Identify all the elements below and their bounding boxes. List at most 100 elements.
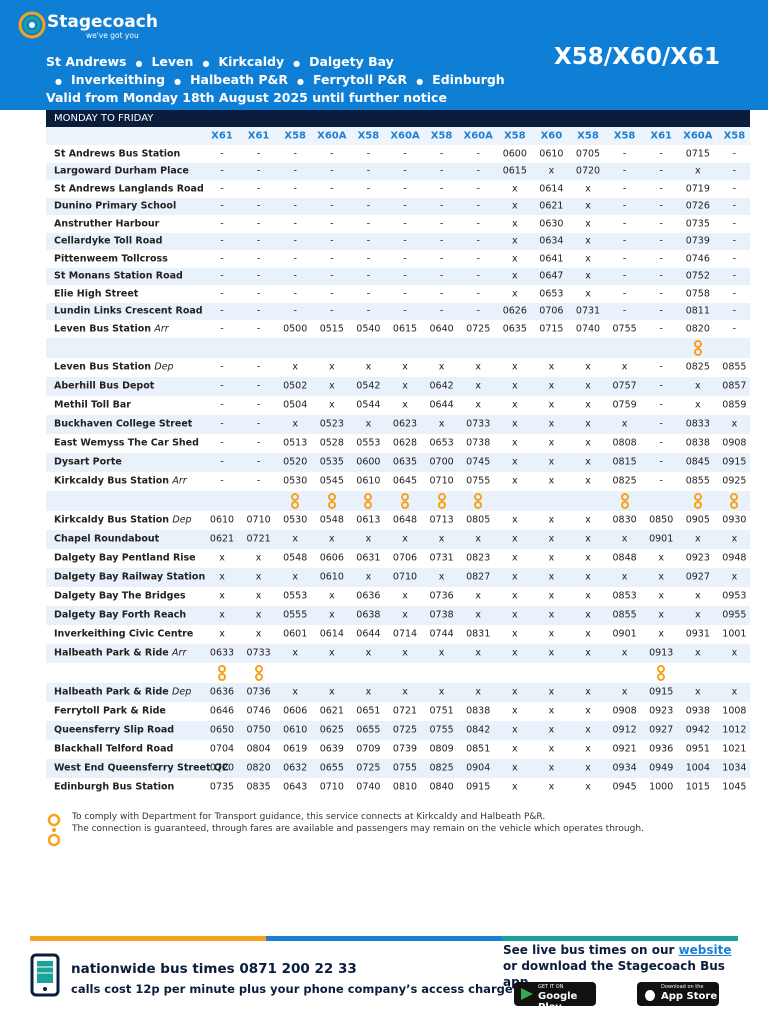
departure-time: x: [511, 218, 518, 230]
departure-time: -: [256, 361, 261, 373]
departure-time: -: [366, 165, 371, 177]
departure-time: -: [403, 165, 407, 177]
stop-name: Queensferry Slip Road: [54, 725, 174, 736]
departure-time: -: [293, 218, 297, 230]
departure-time: 0827: [466, 571, 491, 583]
departure-time: x: [511, 590, 518, 602]
timetable-row: Elie High Street - - - - - - - - x 0653 x - - 0758 -: [46, 285, 750, 303]
departure-time: 0736: [246, 686, 271, 698]
text: See live bus times on our: [503, 943, 679, 957]
app-store-badge[interactable]: Download on the App Store: [637, 982, 719, 1006]
departure-time: -: [366, 235, 371, 247]
departure-time: x: [511, 628, 518, 640]
stop-name: Halbeath Park & Ride Arr: [54, 648, 186, 659]
departure-time: x: [402, 361, 408, 373]
departure-time: 0949: [649, 762, 674, 774]
departure-time: -: [659, 288, 663, 300]
departure-time: -: [732, 288, 737, 300]
departure-time: 0921: [612, 743, 637, 755]
stop-list: ● Inverkeithing ● Halbeath P&R ● Ferrytoll P&…: [46, 72, 505, 87]
departure-time: -: [659, 418, 663, 430]
departure-time: 0808: [612, 437, 637, 449]
service-number: X60: [540, 130, 563, 142]
departure-time: x: [731, 647, 738, 659]
timetable-row: St Andrews Bus Station - - - - - - - - 0600 0610 07…: [46, 145, 750, 163]
departure-time: -: [622, 270, 627, 282]
departure-time: 0710: [429, 475, 454, 487]
departure-time: 0630: [539, 218, 564, 230]
departure-time: -: [220, 456, 224, 468]
departure-time: 0733: [466, 418, 491, 430]
departure-time: x: [548, 456, 555, 468]
departure-time: 0738: [466, 437, 491, 449]
departure-time: x: [475, 361, 481, 373]
departure-time: 0500: [283, 323, 308, 335]
website-link[interactable]: website: [678, 943, 732, 957]
departure-time: 0927: [685, 571, 710, 583]
departure-time: 0647: [539, 270, 564, 282]
departure-time: 0735: [685, 218, 710, 230]
google-play-badge[interactable]: GET IT ON Google Play: [514, 982, 596, 1013]
departure-time: -: [476, 183, 480, 195]
departure-time: x: [402, 533, 408, 545]
stop-name: Dysart Porte: [54, 457, 122, 468]
departure-time: x: [621, 418, 628, 430]
departure-time: x: [292, 418, 298, 430]
departure-time: 0738: [429, 609, 454, 621]
stop-label: East Wemyss The Car Shed: [54, 437, 199, 449]
departure-time: x: [658, 628, 664, 640]
departure-time: x: [585, 533, 591, 545]
departure-time: x: [658, 571, 664, 583]
departure-time: -: [366, 270, 371, 282]
timetable-row: Kirkcaldy Bus Station Arr - - 0530 0545 0610 0…: [46, 471, 750, 491]
stop-name: East Wemyss The Car Shed: [54, 438, 199, 449]
departure-time: 0639: [319, 743, 344, 755]
departure-time: -: [476, 288, 480, 300]
departure-time: x: [585, 418, 591, 430]
footnote: The connection is guaranteed, through fa…: [72, 824, 644, 834]
departure-time: x: [585, 456, 591, 468]
timetable-row: East Wemyss The Car Shed - - 0513 0528 0553 06…: [46, 433, 750, 453]
timetable-row: Edinburgh Bus Station 0735 0835 0643 0710 074…: [46, 777, 750, 797]
departure-time: -: [293, 288, 297, 300]
connection-icon: [607, 492, 643, 509]
departure-time: 0653: [429, 437, 454, 449]
departure-time: 0540: [356, 323, 381, 335]
departure-time: x: [255, 590, 262, 602]
stop-name: Methil Toll Bar: [54, 400, 131, 411]
departure-time: -: [293, 183, 297, 195]
departure-time: -: [330, 200, 334, 212]
departure-time: 0953: [722, 590, 747, 602]
departure-time: 0859: [722, 399, 747, 411]
stop-label: Anstruther Harbour: [54, 218, 160, 230]
departure-time: x: [438, 647, 445, 659]
departure-time: -: [366, 148, 371, 160]
departure-time: 0942: [685, 724, 710, 736]
departure-time: 0710: [319, 781, 344, 793]
departure-time: -: [256, 456, 261, 468]
service-number: X61: [247, 130, 270, 142]
departure-time: -: [256, 183, 261, 195]
departure-time: x: [402, 647, 408, 659]
departure-time: 0823: [466, 552, 491, 564]
departure-time: 0750: [246, 724, 271, 736]
departure-time: -: [659, 361, 663, 373]
stop-name: Dalgety Bay The Bridges: [54, 591, 186, 602]
departure-time: 0746: [246, 705, 271, 717]
departure-time: 0653: [539, 288, 564, 300]
departure-time: -: [659, 165, 663, 177]
departure-time: 0751: [429, 705, 454, 717]
departure-time: 0626: [502, 305, 527, 317]
departure-time: x: [328, 533, 335, 545]
departure-time: 0615: [502, 165, 527, 177]
departure-time: x: [548, 743, 555, 755]
departure-time: 0746: [685, 253, 710, 265]
departure-time: -: [659, 148, 663, 160]
stop-name: Dunino Primary School: [54, 201, 176, 212]
stop-name: West End Queensferry Street QC: [54, 763, 229, 774]
departure-time: -: [293, 148, 297, 160]
departure-time: -: [732, 253, 737, 265]
departure-time: 0731: [429, 552, 454, 564]
departure-time: -: [256, 270, 261, 282]
timetable-row: Ferrytoll Park & Ride 0646 0746 0606 0621 065…: [46, 701, 750, 721]
